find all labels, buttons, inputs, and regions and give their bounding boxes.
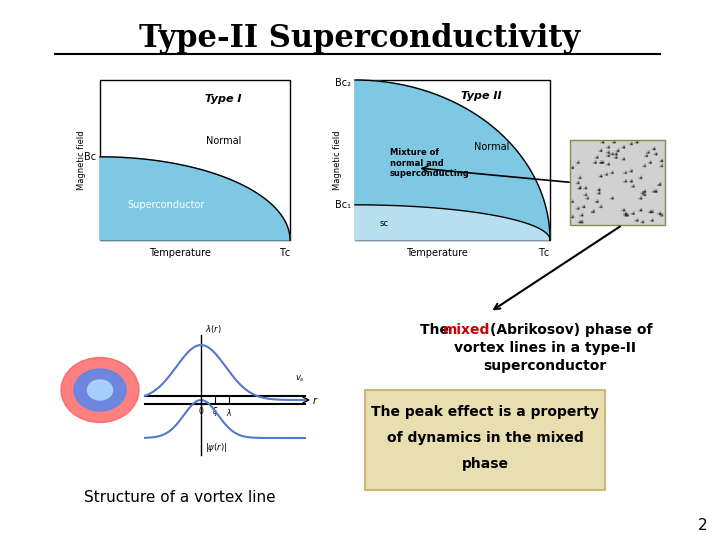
Text: mixed: mixed: [443, 323, 490, 337]
Text: Structure of a vortex line: Structure of a vortex line: [84, 490, 276, 505]
Text: $\lambda(r)$: $\lambda(r)$: [205, 323, 222, 335]
Text: Bᴄ: Bᴄ: [84, 152, 96, 162]
Text: Bᴄ₁: Bᴄ₁: [335, 200, 351, 210]
Text: 2: 2: [698, 517, 708, 532]
Polygon shape: [100, 157, 290, 240]
Bar: [100, 80, 290, 240]
Text: Normal: Normal: [474, 142, 509, 152]
Polygon shape: [355, 80, 550, 240]
Text: Superconductor: Superconductor: [128, 200, 205, 210]
Text: $|\psi(r)|$: $|\psi(r)|$: [205, 441, 227, 454]
Text: Mixture of
normal and
superconducting: Mixture of normal and superconducting: [390, 148, 470, 178]
Text: 0: 0: [199, 408, 204, 416]
Text: Magnetic field: Magnetic field: [333, 130, 341, 190]
Ellipse shape: [74, 369, 126, 411]
FancyBboxPatch shape: [365, 390, 605, 490]
Text: sc: sc: [379, 219, 389, 228]
Ellipse shape: [88, 380, 112, 400]
Text: $\lambda$: $\lambda$: [226, 407, 232, 417]
Text: Type I: Type I: [205, 94, 242, 104]
Text: (Abrikosov) phase of: (Abrikosov) phase of: [490, 323, 652, 337]
Ellipse shape: [61, 357, 139, 422]
Text: superconductor: superconductor: [483, 359, 607, 373]
Text: Type II: Type II: [462, 91, 502, 101]
Text: Magnetic field: Magnetic field: [78, 130, 86, 190]
Bar: [355, 80, 550, 240]
Text: Type-II Superconductivity: Type-II Superconductivity: [140, 23, 580, 53]
Text: phase: phase: [462, 457, 508, 471]
Text: Temperature: Temperature: [406, 248, 468, 258]
Text: The peak effect is a property: The peak effect is a property: [371, 405, 599, 419]
Text: vortex lines in a type-II: vortex lines in a type-II: [454, 341, 636, 355]
Text: Temperature: Temperature: [149, 248, 211, 258]
Text: Tᴄ: Tᴄ: [539, 248, 550, 258]
Text: The: The: [420, 323, 454, 337]
Text: $r$: $r$: [312, 395, 318, 406]
Text: Normal: Normal: [206, 136, 241, 146]
Bar: [570, 140, 665, 225]
Text: Bᴄ₂: Bᴄ₂: [335, 78, 351, 88]
Text: Tᴄ: Tᴄ: [279, 248, 290, 258]
Text: $\xi$: $\xi$: [212, 406, 218, 419]
Text: of dynamics in the mixed: of dynamics in the mixed: [387, 431, 583, 445]
Polygon shape: [355, 205, 550, 240]
Text: $v_s$: $v_s$: [295, 373, 305, 383]
